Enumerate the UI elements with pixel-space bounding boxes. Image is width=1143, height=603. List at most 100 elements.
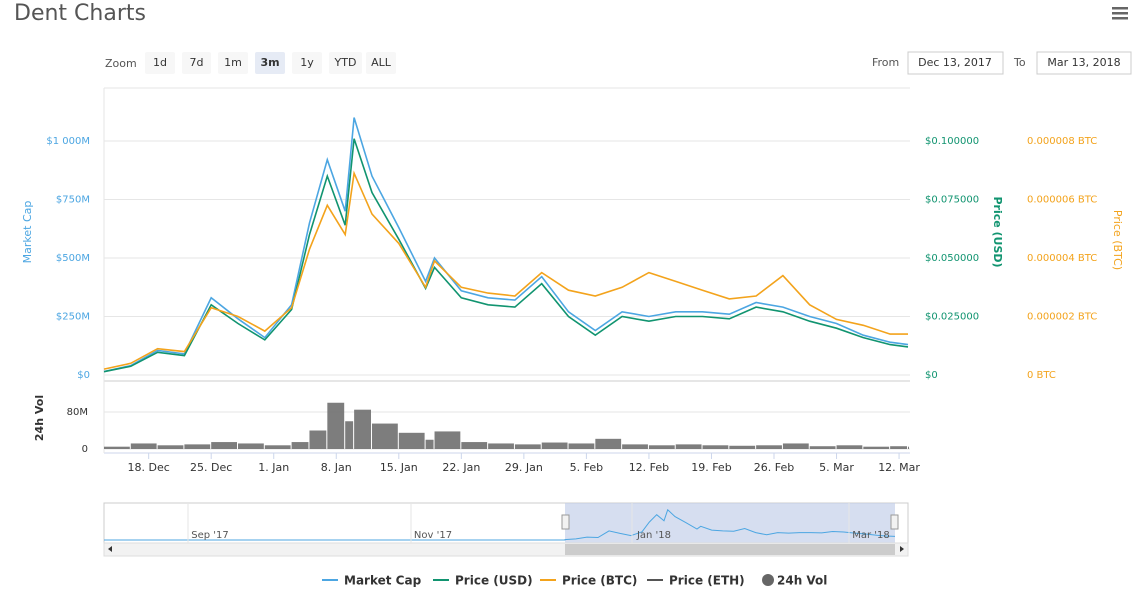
volume-bar (648, 445, 675, 449)
volume-bar (211, 442, 237, 449)
y2-tick-label: $0.100000 (925, 136, 979, 147)
series-line (103, 170, 908, 370)
navigator-selection[interactable] (565, 503, 895, 543)
from-value[interactable]: Dec 13, 2017 (918, 56, 992, 69)
x-tick-label: 29. Jan (505, 461, 543, 474)
zoom-button[interactable] (292, 52, 322, 74)
x-tick-label: 5. Mar (819, 461, 854, 474)
x-tick-label: 25. Dec (190, 461, 232, 474)
x-tick-label: 12. Mar (878, 461, 920, 474)
y-tick-label: $250M (56, 312, 90, 323)
navigator-line (104, 508, 896, 541)
from-input[interactable] (907, 51, 1004, 75)
y3-tick-label: 0.000004 BTC (1027, 253, 1097, 264)
zoom-button[interactable] (366, 52, 396, 74)
y2-tick-label: $0.025000 (925, 312, 979, 323)
series-line (103, 117, 909, 373)
volume-bar (327, 402, 345, 449)
y3-tick-label: 0.000002 BTC (1027, 312, 1097, 323)
zoom-button[interactable] (255, 52, 285, 74)
from-label: From (872, 56, 899, 69)
volume-bar (863, 446, 890, 449)
volume-bar (461, 442, 488, 449)
navigator-handle[interactable] (890, 514, 899, 530)
menu-icon[interactable] (1112, 7, 1128, 20)
volume-bar (425, 439, 434, 449)
volume-bar (541, 442, 568, 449)
zoom-button-label[interactable]: 7d (190, 56, 204, 69)
x-tick-label: 5. Feb (570, 461, 603, 474)
navigator-label: Nov '17 (414, 530, 452, 541)
volume-bar (568, 443, 595, 449)
volume-bar (238, 443, 264, 449)
y-tick-label: $500M (56, 253, 90, 264)
legend-label[interactable]: Price (BTC) (562, 574, 637, 588)
y2-tick-label: $0 (925, 370, 938, 381)
legend-symbol (762, 574, 774, 586)
legend-label[interactable]: Market Cap (344, 574, 422, 588)
volume-bar (729, 445, 756, 449)
x-tick-label: 26. Feb (754, 461, 794, 474)
volume-bar (836, 445, 863, 449)
zoom-button-label[interactable]: 1y (300, 56, 314, 69)
legend-item[interactable]: Market Cap (322, 574, 422, 588)
volume-bar (488, 443, 514, 449)
legend-item[interactable]: 24h Vol (762, 574, 827, 588)
zoom-button[interactable] (145, 52, 175, 74)
y-tick-label: $0 (77, 370, 90, 381)
volume-bar (157, 445, 184, 449)
volume-bar (398, 432, 425, 449)
legend-label[interactable]: Price (ETH) (669, 574, 745, 588)
y3-tick-label: 0.000006 BTC (1027, 195, 1097, 206)
y-axis-title: Market Cap (21, 201, 34, 264)
volume-bar (372, 423, 398, 449)
zoom-button-label[interactable]: 1d (153, 56, 167, 69)
legend-label[interactable]: 24h Vol (777, 574, 827, 588)
y3-tick-label: 0 BTC (1027, 370, 1056, 381)
navigator-label: Mar '18 (852, 530, 890, 541)
volume-bar (809, 446, 836, 449)
y2-tick-label: $0.075000 (925, 195, 979, 206)
navigator-label: Jan '18 (636, 530, 671, 541)
zoom-button-label[interactable]: 1m (224, 56, 242, 69)
y-tick-label: $1 000M (46, 136, 90, 147)
volume-bar (908, 446, 909, 449)
volume-bar (434, 431, 461, 449)
volume-bar (890, 446, 907, 449)
y3-axis-title: Price (BTC) (1111, 210, 1124, 270)
volume-bar (756, 445, 782, 449)
volume-bar (702, 445, 729, 449)
zoom-button[interactable] (218, 52, 248, 74)
y-tick-label: $750M (56, 195, 90, 206)
to-value[interactable]: Mar 13, 2018 (1047, 56, 1120, 69)
volume-bar (130, 443, 157, 449)
navigator-label: Sep '17 (191, 530, 229, 541)
legend-item[interactable]: Price (USD) (433, 574, 533, 588)
navigator-handle[interactable] (561, 514, 570, 530)
zoom-button[interactable] (329, 52, 362, 74)
legend-item[interactable]: Price (ETH) (647, 574, 745, 588)
x-tick-label: 18. Dec (128, 461, 170, 474)
to-input[interactable] (1036, 51, 1132, 75)
y2-tick-label: $0.050000 (925, 253, 979, 264)
volume-bar (104, 446, 130, 449)
vol-tick-label: 0 (82, 444, 88, 455)
x-tick-label: 8. Jan (321, 461, 352, 474)
zoom-button[interactable] (182, 52, 211, 74)
series-line (103, 138, 909, 373)
zoom-button-label[interactable]: ALL (371, 56, 392, 69)
x-tick-label: 15. Jan (380, 461, 418, 474)
volume-bar (354, 409, 371, 449)
volume-bar (622, 444, 648, 449)
scrollbar-thumb[interactable] (565, 544, 895, 555)
zoom-button-label[interactable]: YTD (334, 56, 357, 69)
vol-axis-title: 24h Vol (33, 395, 46, 441)
legend-label[interactable]: Price (USD) (455, 574, 533, 588)
zoom-button-label[interactable]: 3m (260, 56, 279, 69)
legend-item[interactable]: Price (BTC) (540, 574, 637, 588)
volume-bar (595, 438, 622, 449)
x-tick-label: 22. Jan (442, 461, 480, 474)
chart-title: Dent Charts (14, 1, 146, 26)
volume-bar (291, 442, 309, 449)
